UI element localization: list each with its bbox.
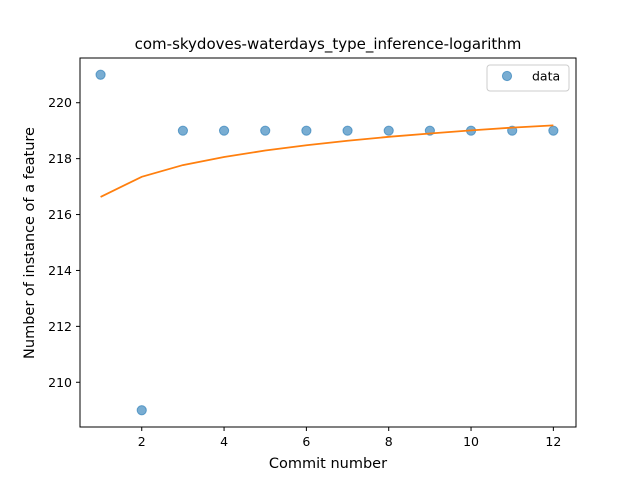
plot-frame <box>79 57 577 428</box>
data-point <box>218 125 230 136</box>
data-point <box>342 125 353 136</box>
x-tick-label: 8 <box>385 434 393 449</box>
fit-line <box>100 124 554 198</box>
x-tick-label: 10 <box>463 434 479 449</box>
y-tick-label: 212 <box>48 319 72 334</box>
y-tick-label: 210 <box>48 375 72 390</box>
legend-label-data: data <box>532 69 560 84</box>
x-axis-label: Commit number <box>269 456 387 472</box>
data-point <box>177 125 189 136</box>
data-point <box>136 405 147 416</box>
legend-marker-data <box>501 70 513 82</box>
data-point <box>95 69 106 80</box>
data-point <box>383 125 394 136</box>
legend: data <box>486 64 570 92</box>
x-tick-label: 4 <box>220 434 228 449</box>
y-tick-label: 218 <box>48 151 72 166</box>
data-point <box>260 125 271 136</box>
y-tick-label: 216 <box>48 207 72 222</box>
y-axis-label: Number of instance of a feature <box>22 127 38 359</box>
data-point <box>301 125 312 136</box>
y-tick-label: 220 <box>48 95 72 110</box>
data-point <box>548 125 559 136</box>
axis-ticks: 2 4 6 8 10 12 210 212 214 216 218 220 <box>48 95 561 449</box>
x-tick-label: 12 <box>545 434 561 449</box>
plot-area <box>95 69 559 416</box>
x-tick-label: 6 <box>302 434 310 449</box>
x-tick-label: 2 <box>138 434 146 449</box>
chart-title: com-skydoves-waterdays_type_inference-lo… <box>135 35 522 54</box>
y-tick-label: 214 <box>48 263 72 278</box>
